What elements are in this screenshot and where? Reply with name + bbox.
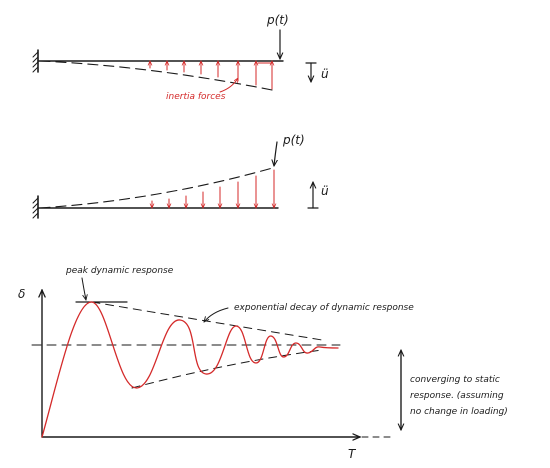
top-load-label: p(t)	[266, 13, 289, 27]
peak-pointer	[81, 277, 86, 300]
middle-load-label: p(t)	[282, 133, 305, 147]
response-plot-group: δ T peak dynamic response exponential de…	[18, 266, 508, 461]
top-accel-label: ü	[321, 67, 329, 81]
top-beam-group: inertia forces p(t) ü	[32, 13, 329, 102]
middle-accel-label: ü	[321, 184, 329, 198]
x-axis-label: T	[348, 447, 357, 461]
converge-label-line-3: no change in loading)	[410, 407, 508, 417]
peak-label: peak dynamic response	[65, 266, 174, 276]
decay-label: exponential decay of dynamic response	[234, 303, 414, 313]
converge-label-line-2: response. (assuming	[410, 391, 504, 401]
dynamic-response-curve	[41, 301, 339, 438]
middle-beam-deflected	[39, 166, 277, 209]
decay-pointer	[204, 307, 229, 322]
top-fixed-support	[32, 49, 39, 73]
middle-fixed-support	[32, 195, 39, 219]
middle-inertia-arrows	[152, 169, 274, 209]
middle-beam-group: p(t) ü	[32, 133, 329, 219]
lower-envelope	[131, 349, 323, 389]
top-beam-deflected	[39, 60, 273, 91]
y-axis-label: δ	[18, 287, 25, 301]
top-inertia-arrows	[150, 60, 272, 90]
inertia-pointer	[219, 78, 239, 93]
converge-label-line-1: converging to static	[410, 375, 500, 385]
inertia-forces-label: inertia forces	[166, 92, 226, 102]
middle-load-arrow	[274, 141, 277, 166]
